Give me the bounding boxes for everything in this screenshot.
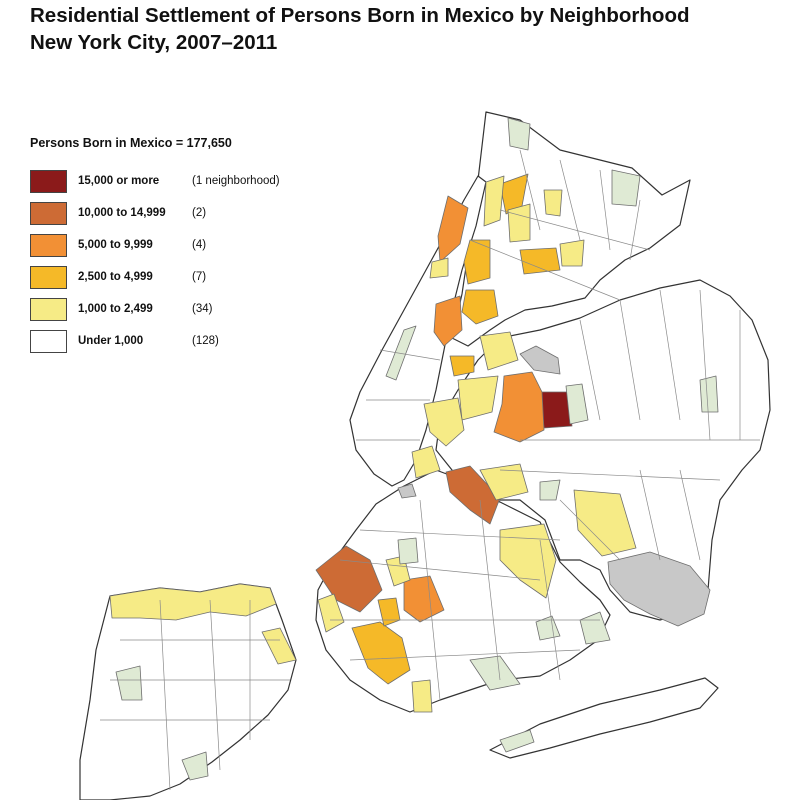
legend-row-under-1000: Under 1,000 (128) bbox=[30, 325, 280, 357]
nbhd-1000-f bbox=[573, 489, 637, 557]
map-title-line1: Residential Settlement of Persons Born i… bbox=[30, 4, 690, 27]
legend-count: (34) bbox=[192, 303, 213, 315]
legend-label: 5,000 to 9,999 bbox=[78, 239, 153, 251]
legend-count: (1 neighborhood) bbox=[192, 175, 280, 187]
nbhd-1000-o bbox=[411, 679, 433, 713]
nbhd-1000-g bbox=[479, 331, 519, 371]
nbhd-5000-d bbox=[403, 575, 445, 623]
nbhd-5000-c bbox=[493, 371, 545, 443]
map-title-line2: New York City, 2007–2011 bbox=[30, 31, 278, 54]
nbhd-2500-f bbox=[519, 247, 561, 275]
nbhd-boundaries bbox=[100, 149, 760, 791]
park-alley-pond bbox=[699, 375, 719, 413]
borough-queens-rockaway bbox=[489, 677, 719, 759]
legend-row-5000-9999: 5,000 to 9,999 (4) bbox=[30, 229, 280, 261]
borough-manhattan bbox=[349, 175, 487, 487]
nbhd-10000-a bbox=[445, 465, 501, 525]
park-flushing-meadows bbox=[565, 383, 589, 425]
legend-count: (128) bbox=[192, 335, 219, 347]
legend-row-1000-2499: 1,000 to 2,499 (34) bbox=[30, 293, 280, 325]
nbhd-1000-m bbox=[317, 593, 345, 633]
park-pelham-bay bbox=[611, 169, 641, 207]
legend-row-15000-plus: 15,000 or more (1 neighborhood) bbox=[30, 165, 280, 197]
airport-laguardia bbox=[519, 345, 561, 375]
airport-jfk bbox=[607, 551, 711, 627]
nbhd-1000-e bbox=[499, 523, 557, 599]
nbhd-5000-a bbox=[437, 195, 469, 263]
nbhd-5000-b bbox=[433, 295, 463, 347]
area-nodata-small bbox=[397, 483, 417, 499]
nbhd-1000-a bbox=[457, 375, 499, 421]
legend-label: Under 1,000 bbox=[78, 335, 144, 347]
nbhd-1000-k bbox=[559, 239, 585, 267]
park-marine bbox=[469, 655, 521, 691]
legend-swatch bbox=[30, 329, 67, 353]
nbhd-1000-l bbox=[429, 257, 449, 279]
legend-label: 10,000 to 14,999 bbox=[78, 207, 166, 219]
legend-label: 1,000 to 2,499 bbox=[78, 303, 153, 315]
nbhd-2500-d bbox=[449, 355, 475, 377]
legend-swatch bbox=[30, 233, 67, 257]
nbhd-2500-b bbox=[463, 239, 491, 285]
legend-row-10000-14999: 10,000 to 14,999 (2) bbox=[30, 197, 280, 229]
legend-count: (4) bbox=[192, 239, 207, 251]
nbhd-1000-d bbox=[479, 463, 529, 501]
park-prospect bbox=[397, 537, 419, 565]
legend-label: 2,500 to 4,999 bbox=[78, 271, 153, 283]
legend-heading: Persons Born in Mexico = 177,650 bbox=[30, 136, 232, 150]
legend-swatch bbox=[30, 297, 67, 321]
map-legend: Persons Born in Mexico = 177,650 15,000 … bbox=[30, 136, 280, 357]
legend-swatch bbox=[30, 169, 67, 193]
nbhd-1000-c bbox=[411, 445, 441, 479]
park-central-park bbox=[385, 325, 417, 381]
nbhd-1000-j bbox=[543, 189, 563, 217]
nbhd-2500-a bbox=[461, 289, 499, 325]
nbhd-1000-h bbox=[483, 175, 505, 227]
legend-swatch bbox=[30, 265, 67, 289]
legend-label: 15,000 or more bbox=[78, 175, 160, 187]
nbhd-1000-b bbox=[423, 397, 465, 447]
park-van-cortlandt bbox=[507, 117, 531, 151]
legend-row-2500-4999: 2,500 to 4,999 (7) bbox=[30, 261, 280, 293]
park-forest-park bbox=[539, 479, 561, 501]
park-si-south bbox=[181, 751, 209, 781]
map-title: Residential Settlement of Persons Born i… bbox=[30, 2, 690, 56]
nbhd-1000-i bbox=[507, 203, 531, 243]
legend-count: (2) bbox=[192, 207, 207, 219]
nbhd-si-east bbox=[261, 627, 297, 665]
park-rockaway bbox=[499, 729, 535, 753]
nbhd-2500-c bbox=[351, 621, 411, 685]
park-jamaica-bay-marsh bbox=[535, 615, 561, 641]
legend-count: (7) bbox=[192, 271, 207, 283]
legend-swatch bbox=[30, 201, 67, 225]
park-si-greenbelt bbox=[115, 665, 143, 701]
nbhd-si-north bbox=[109, 583, 277, 621]
